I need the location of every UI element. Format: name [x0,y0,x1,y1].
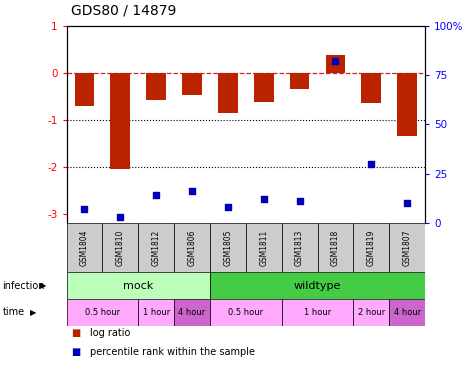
Bar [174,299,210,326]
Bar [353,223,389,272]
Bar [75,72,95,107]
Text: GSM1807: GSM1807 [403,229,412,266]
Bar [390,223,425,272]
Text: 1 hour: 1 hour [304,308,331,317]
Point [260,196,267,202]
Text: GSM1818: GSM1818 [331,229,340,266]
Bar [110,72,130,169]
Text: 2 hour: 2 hour [358,308,385,317]
Point [224,204,232,210]
Text: GDS80 / 14879: GDS80 / 14879 [71,4,177,18]
Bar [103,223,138,272]
Point [368,161,375,167]
Text: 0.5 hour: 0.5 hour [228,308,263,317]
Text: mock: mock [123,281,153,291]
Bar [138,223,174,272]
Point [116,214,124,220]
Bar [138,299,174,326]
Bar [218,72,238,112]
Bar [210,272,425,299]
Text: time: time [2,307,25,317]
Bar [210,223,246,272]
Point [152,193,160,198]
Text: infection: infection [2,281,45,291]
Text: GSM1812: GSM1812 [152,229,161,266]
Text: GSM1804: GSM1804 [80,229,89,266]
Text: GSM1819: GSM1819 [367,229,376,266]
Bar [66,272,210,299]
Text: GSM1810: GSM1810 [116,229,125,266]
Bar [290,72,310,89]
Bar [246,223,282,272]
Text: GSM1805: GSM1805 [223,229,232,266]
Bar [397,72,417,136]
Text: ■: ■ [71,347,80,356]
Bar [361,72,381,103]
Text: percentile rank within the sample: percentile rank within the sample [90,347,255,356]
Bar [282,223,317,272]
Text: 4 hour: 4 hour [394,308,421,317]
Text: ▶: ▶ [30,308,37,317]
Text: GSM1813: GSM1813 [295,229,304,266]
Bar [390,299,425,326]
Point [188,188,196,194]
Bar [66,223,103,272]
Bar [254,72,274,102]
Text: GSM1806: GSM1806 [188,229,197,266]
Bar [182,72,202,95]
Bar [325,55,345,72]
Text: ▶: ▶ [40,281,47,290]
Text: 4 hour: 4 hour [179,308,206,317]
Text: wildtype: wildtype [294,281,341,291]
Point [403,200,411,206]
Text: ■: ■ [71,328,80,337]
Bar [282,299,353,326]
Bar [174,223,210,272]
Bar [317,223,353,272]
Point [81,206,88,212]
Bar [353,299,389,326]
Bar [66,299,138,326]
Point [296,198,304,204]
Bar [210,299,282,326]
Text: GSM1811: GSM1811 [259,229,268,266]
Text: 0.5 hour: 0.5 hour [85,308,120,317]
Bar [146,72,166,100]
Text: 1 hour: 1 hour [142,308,170,317]
Point [332,58,339,64]
Text: log ratio: log ratio [90,328,131,337]
